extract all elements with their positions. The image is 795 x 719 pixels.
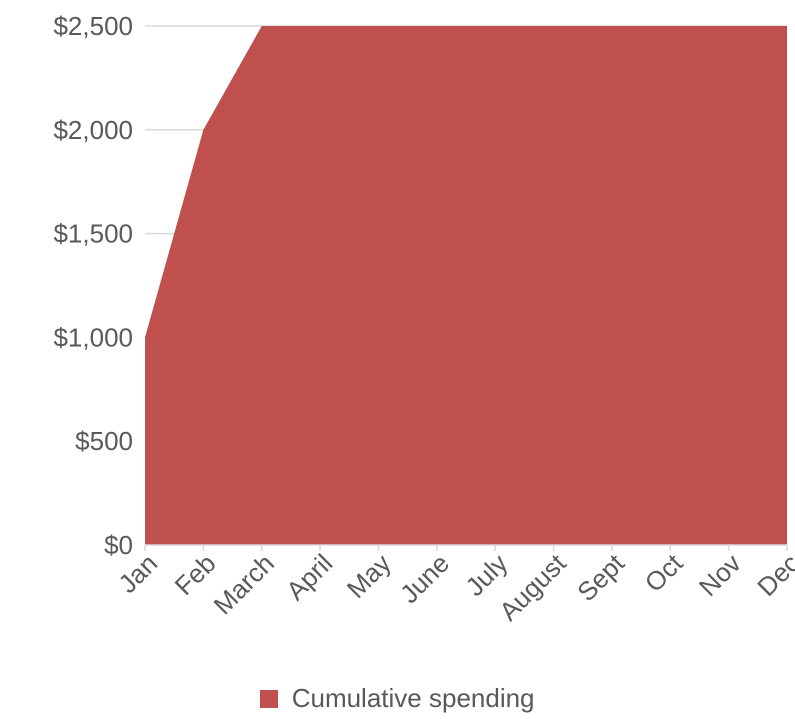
y-tick-label-1: $500	[75, 426, 133, 456]
y-axis: $0 $500 $1,000 $1,500 $2,000 $2,500	[53, 11, 133, 560]
x-tick-label-nov: Nov	[693, 548, 747, 602]
x-tick-label-june: June	[394, 548, 455, 609]
legend-swatch	[260, 690, 279, 708]
x-tick-label-may: May	[341, 548, 397, 604]
x-tick-label-sept: Sept	[571, 547, 631, 607]
y-tick-label-5: $2,500	[53, 11, 133, 41]
x-tick-label-august: August	[493, 547, 572, 626]
y-tick-label-4: $2,000	[53, 115, 133, 145]
x-tick-label-march: March	[208, 548, 280, 620]
area-series-cumulative-spending	[145, 26, 787, 545]
y-tick-label-3: $1,500	[53, 219, 133, 249]
x-tick-label-april: April	[280, 548, 338, 606]
area-layer	[144, 25, 788, 545]
legend-label: Cumulative spending	[291, 683, 535, 713]
legend: Cumulative spending	[0, 683, 795, 714]
x-tick-label-oct: Oct	[639, 547, 689, 597]
x-tick-label-dec: Dec	[751, 548, 795, 602]
y-tick-label-0: $0	[104, 530, 133, 560]
y-tick-label-2: $1,000	[53, 322, 133, 352]
